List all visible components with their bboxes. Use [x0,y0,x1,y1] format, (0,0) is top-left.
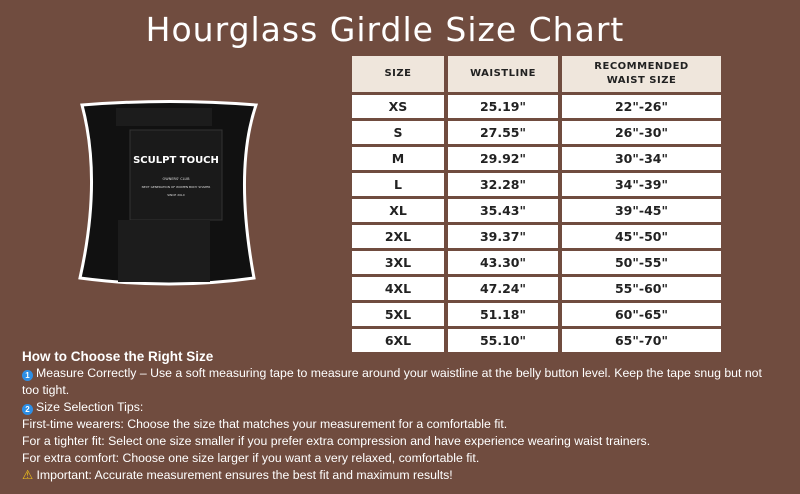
cell-waistline: 39.37" [448,225,558,248]
cell-recommended: 50"-55" [562,251,721,274]
cell-waistline: 55.10" [448,329,558,352]
important-text: Important: Accurate measurement ensures … [36,468,453,482]
header-waistline: WAISTLINE [448,56,558,92]
table-row: 3XL 43.30" 50"-55" [352,251,721,274]
step-1-text: Measure Correctly – Use a soft measuring… [22,366,762,397]
number-2-icon: 2 [22,404,33,415]
svg-text:SINCE 20LX: SINCE 20LX [167,193,185,197]
cell-waistline: 35.43" [448,199,558,222]
table-row: 5XL 51.18" 60"-65" [352,303,721,326]
important-note: ⚠ Important: Accurate measurement ensure… [22,467,782,484]
cell-waistline: 32.28" [448,173,558,196]
girdle-product-image: SCULPT TOUCH OWNERS' CLUB NEXT GENERATIO… [78,100,259,286]
cell-size: 4XL [352,277,444,300]
tip-first-time: First-time wearers: Choose the size that… [22,417,508,431]
cell-size: 5XL [352,303,444,326]
cell-size: 6XL [352,329,444,352]
cell-recommended: 34"-39" [562,173,721,196]
table-row: XL 35.43" 39"-45" [352,199,721,222]
header-recommended-label: RECOMMENDED WAIST SIZE [594,61,689,86]
cell-recommended: 39"-45" [562,199,721,222]
cell-waistline: 47.24" [448,277,558,300]
table-header: SIZE WAISTLINE RECOMMENDED WAIST SIZE [352,56,721,92]
cell-recommended: 22"-26" [562,95,721,118]
svg-text:SCULPT TOUCH: SCULPT TOUCH [133,155,219,166]
table-row: 6XL 55.10" 65"-70" [352,329,721,352]
cell-size: XS [352,95,444,118]
cell-waistline: 25.19" [448,95,558,118]
cell-size: XL [352,199,444,222]
cell-waistline: 29.92" [448,147,558,170]
header-recommended: RECOMMENDED WAIST SIZE [562,56,721,92]
cell-waistline: 51.18" [448,303,558,326]
table-row: 2XL 39.37" 45"-50" [352,225,721,248]
step-2-text: Size Selection Tips: [36,400,144,414]
tip-tighter: For a tighter fit: Select one size small… [22,434,651,448]
cell-size: 2XL [352,225,444,248]
page-title: Hourglass Girdle Size Chart [145,10,625,49]
table-row: L 32.28" 34"-39" [352,173,721,196]
cell-size: L [352,173,444,196]
cell-waistline: 43.30" [448,251,558,274]
svg-text:NEXT GENERATION OF WOMEN BODY: NEXT GENERATION OF WOMEN BODY SHAPER [142,185,211,189]
cell-size: S [352,121,444,144]
table-row: XS 25.19" 22"-26" [352,95,721,118]
svg-text:OWNERS' CLUB: OWNERS' CLUB [163,177,191,181]
cell-recommended: 65"-70" [562,329,721,352]
number-1-icon: 1 [22,370,33,381]
guide-step-2: 2 Size Selection Tips: [22,399,782,416]
size-table: SIZE WAISTLINE RECOMMENDED WAIST SIZE XS… [352,56,721,355]
cell-recommended: 55"-60" [562,277,721,300]
cell-size: 3XL [352,251,444,274]
guide-step-1: 1 Measure Correctly – Use a soft measurin… [22,365,782,399]
cell-size: M [352,147,444,170]
cell-recommended: 45"-50" [562,225,721,248]
cell-waistline: 27.55" [448,121,558,144]
cell-recommended: 30"-34" [562,147,721,170]
guide-heading: How to Choose the Right Size [22,349,214,364]
table-row: 4XL 47.24" 55"-60" [352,277,721,300]
warning-icon: ⚠ [22,468,34,482]
size-guide: How to Choose the Right Size 1 Measure Co… [22,348,782,484]
tip-comfort: For extra comfort: Choose one size large… [22,451,480,465]
table-row: S 27.55" 26"-30" [352,121,721,144]
table-row: M 29.92" 30"-34" [352,147,721,170]
header-size: SIZE [352,56,444,92]
cell-recommended: 60"-65" [562,303,721,326]
cell-recommended: 26"-30" [562,121,721,144]
